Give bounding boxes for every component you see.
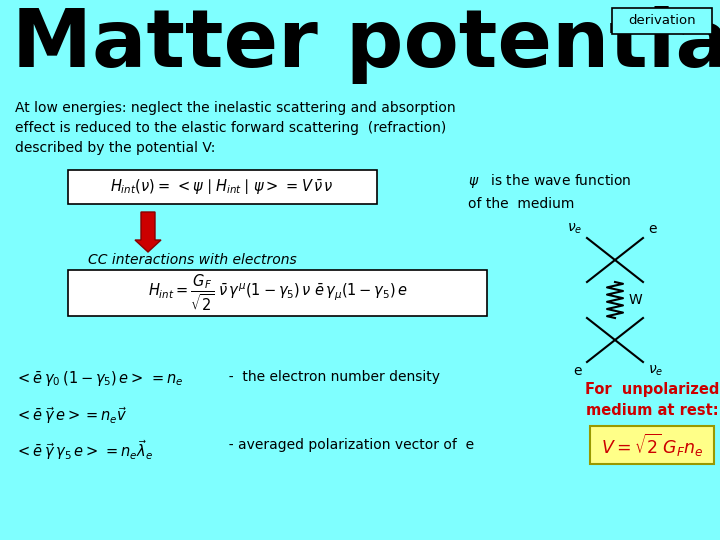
FancyBboxPatch shape — [612, 8, 712, 34]
Text: For  unpolarized
medium at rest:: For unpolarized medium at rest: — [585, 382, 719, 418]
Text: derivation: derivation — [628, 15, 696, 28]
Text: - averaged polarization vector of  e: - averaged polarization vector of e — [220, 438, 474, 452]
Text: $\nu_e$: $\nu_e$ — [648, 364, 663, 379]
Text: e: e — [648, 222, 657, 236]
FancyBboxPatch shape — [68, 170, 377, 204]
Text: -  the electron number density: - the electron number density — [220, 370, 440, 384]
Text: At low energies: neglect the inelastic scattering and absorption
effect is reduc: At low energies: neglect the inelastic s… — [15, 101, 456, 155]
Text: Matter potential: Matter potential — [12, 6, 720, 84]
Text: $V = \sqrt{2}\, G_F n_e$: $V = \sqrt{2}\, G_F n_e$ — [600, 431, 703, 458]
Text: e: e — [574, 364, 582, 378]
Text: W: W — [629, 293, 643, 307]
Text: CC interactions with electrons: CC interactions with electrons — [88, 253, 297, 267]
Text: $H_{int}(\nu) =\, < \psi \mid H_{int} \mid \psi > \,= V\, \bar{\nu}\, \nu$: $H_{int}(\nu) =\, < \psi \mid H_{int} \m… — [110, 178, 334, 197]
Text: $\nu_e$: $\nu_e$ — [567, 221, 582, 236]
Text: $< \bar{e}\, \vec{\gamma}\, e > = n_e \vec{v}$: $< \bar{e}\, \vec{\gamma}\, e > = n_e \v… — [15, 405, 127, 426]
Text: $< \bar{e}\, \vec{\gamma}\, \gamma_5\, e > \, = n_e \vec{\lambda}_e$: $< \bar{e}\, \vec{\gamma}\, \gamma_5\, e… — [15, 438, 153, 462]
Text: $H_{int} = \dfrac{G_F}{\sqrt{2}}\; \bar{\nu}\, \gamma^{\mu}(1-\gamma_5)\, \nu\; : $H_{int} = \dfrac{G_F}{\sqrt{2}}\; \bar{… — [148, 273, 408, 313]
Text: $< \bar{e}\, \gamma_0\, (1 - \gamma_5)\, e > \, = n_e$: $< \bar{e}\, \gamma_0\, (1 - \gamma_5)\,… — [15, 370, 184, 389]
FancyArrow shape — [135, 212, 161, 252]
FancyBboxPatch shape — [68, 270, 487, 316]
FancyBboxPatch shape — [590, 426, 714, 464]
Text: $\psi$   is the wave function
of the  medium: $\psi$ is the wave function of the mediu… — [468, 172, 631, 211]
